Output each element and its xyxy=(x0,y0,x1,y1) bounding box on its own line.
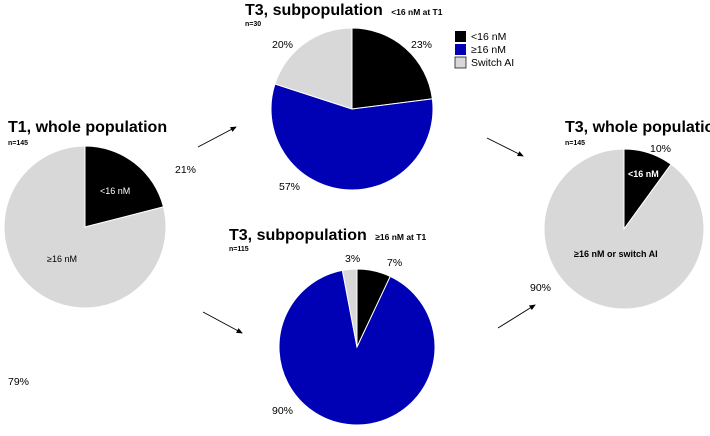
pie-t3-sub-ge16-title-line: T3, subpopulation ≥16 nM at T1 xyxy=(229,227,426,244)
pie-1-slice-16-nm xyxy=(270,83,434,191)
pie-2-slice-switch-ai xyxy=(341,268,358,348)
pie-t3-whole-slices xyxy=(543,148,705,310)
pie-t3-whole-population: T3, whole population n=145 10% 90% <16 n… xyxy=(530,119,710,310)
pie-t3-sub-lt16: T3, subpopulation <16 nM at T1 n=30 23% … xyxy=(245,2,443,193)
pie-0-slice-16-nm xyxy=(3,145,167,309)
pie-t3-sub-lt16-n-label: n=30 xyxy=(245,21,261,28)
pie-t3-sub-ge16-n-label: n=115 xyxy=(229,246,249,253)
pie-t1-label-lt16: 21% xyxy=(175,164,196,176)
pie-t1-n-label: n=145 xyxy=(8,140,28,147)
pie-2-slice-16-nm xyxy=(278,269,436,426)
pie-t3-sub-ge16-title: T3, subpopulation xyxy=(229,227,367,244)
pie-t1-label-ge16: 79% xyxy=(8,376,29,388)
pie-t3-sub-lt16-title: T3, subpopulation xyxy=(245,2,383,19)
pie-t3-sub-ge16: T3, subpopulation ≥16 nM at T1 n=115 7% … xyxy=(229,227,436,426)
legend-swatch-lt16 xyxy=(455,31,466,42)
pie-t3-sub-ge16-label-ge16: 90% xyxy=(272,405,293,417)
legend-swatch-ge16 xyxy=(455,44,466,55)
pie-t3-sub-lt16-slices xyxy=(270,27,434,191)
arrow-t1-to-sub-lt16 xyxy=(197,126,237,148)
pie-t1-whole-population: T1, whole population n=145 21% 79% <16 n… xyxy=(3,119,196,388)
arrow-t1-to-sub-ge16 xyxy=(202,311,243,334)
pie-t3-whole-label-rest: 90% xyxy=(530,282,551,294)
pie-t3-sub-lt16-title-suffix: <16 nM at T1 xyxy=(391,7,443,17)
pie-t3-sub-ge16-label-switch: 3% xyxy=(345,253,360,265)
pie-t3-whole-n-label: n=145 xyxy=(565,140,585,147)
pie-t3-sub-ge16-label-lt16: 7% xyxy=(387,257,402,269)
pie-t1-slices xyxy=(3,145,167,309)
pie-t3-sub-lt16-title-line: T3, subpopulation <16 nM at T1 xyxy=(245,2,443,19)
pie-t3-whole-title: T3, whole population xyxy=(565,119,710,136)
pie-t3-sub-lt16-label-ge16: 57% xyxy=(279,181,300,193)
pie-t3-whole-inner-rest: ≥16 nM or switch AI xyxy=(574,249,658,259)
pie-t3-sub-lt16-label-switch: 20% xyxy=(272,39,293,51)
legend-label-ge16: ≥16 nM xyxy=(471,44,506,56)
pie-t3-sub-ge16-slices xyxy=(278,268,436,426)
legend-label-lt16: <16 nM xyxy=(471,31,506,43)
legend-swatch-switch xyxy=(454,56,467,69)
arrow-sub-lt16-to-t3 xyxy=(486,137,524,157)
pie-t3-whole-inner-lt16: <16 nM xyxy=(628,169,659,179)
legend-label-switch: Switch AI xyxy=(471,57,514,69)
pie-t3-sub-lt16-label-lt16: 23% xyxy=(411,39,432,51)
legend: <16 nM ≥16 nM Switch AI xyxy=(454,31,514,69)
pie-t1-inner-lt16: <16 nM xyxy=(100,186,130,196)
pie-t3-sub-ge16-title-suffix: ≥16 nM at T1 xyxy=(375,232,426,242)
pie-t1-inner-ge16: ≥16 nM xyxy=(47,254,77,264)
pie-0-slice-16-nm xyxy=(84,145,165,228)
pie-1-slice-16-nm xyxy=(351,27,433,110)
arrow-sub-ge16-to-t3 xyxy=(497,304,536,329)
pie-t1-title: T1, whole population xyxy=(8,119,167,136)
pie-1-slice-switch-ai xyxy=(274,27,353,110)
pie-3-slice-16-nm-or-switch-ai xyxy=(543,148,705,310)
pie-t3-whole-label-lt16: 10% xyxy=(650,143,671,155)
